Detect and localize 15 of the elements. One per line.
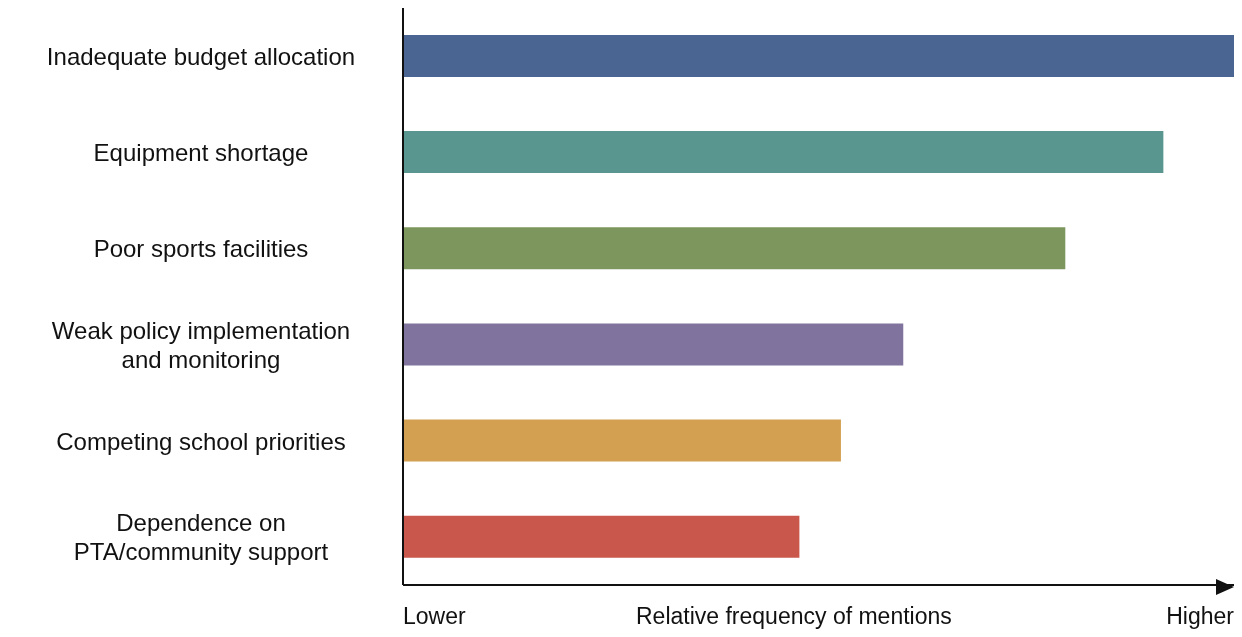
x-axis-title: Relative frequency of mentions (636, 603, 952, 630)
bar (403, 323, 904, 366)
text: Higher (1166, 603, 1234, 630)
y-tick-label: Competing school priorities (56, 427, 346, 455)
y-tick-label: Poor sports facilities (93, 234, 309, 262)
text: Lower (403, 603, 466, 630)
y-tick-label: Equipment shortage (93, 138, 309, 166)
bar (403, 131, 1164, 174)
y-tick-label: Dependence on PTA/community support (73, 508, 329, 565)
bar (403, 34, 1234, 77)
bar (403, 227, 1066, 270)
y-tick-label: Inadequate budget allocation (46, 42, 356, 70)
bar (403, 419, 841, 462)
y-tick-label: Weak policy implementation and monitoring (51, 316, 351, 373)
bar (403, 515, 800, 558)
